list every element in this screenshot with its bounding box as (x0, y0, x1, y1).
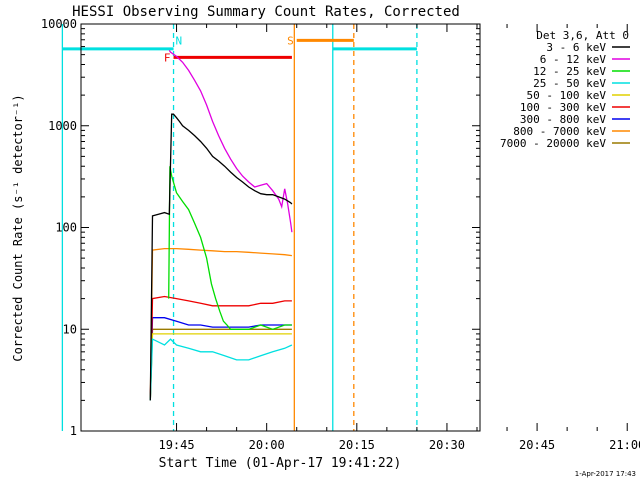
flag-label: N (176, 35, 183, 48)
series-line (149, 333, 292, 401)
legend-label: 25 - 50 keV (533, 77, 606, 90)
legend-label: 12 - 25 keV (533, 65, 606, 78)
legend-label: 50 - 100 keV (527, 89, 607, 102)
plot-frame (80, 23, 481, 432)
x-tick-label: 20:30 (429, 438, 465, 452)
series-line (149, 338, 293, 401)
legend-header: Det 3,6, Att 0 (536, 29, 629, 42)
x-tick-label: 20:45 (519, 438, 555, 452)
chart-title: HESSI Observing Summary Count Rates, Cor… (72, 4, 460, 20)
y-axis-label: Corrected Count Rate (s⁻¹ detector⁻¹) (11, 94, 25, 361)
x-tick-label: 20:15 (339, 438, 375, 452)
y-axis: 1 10 100 1000 10000 (41, 17, 480, 438)
legend-label: 800 - 7000 keV (513, 125, 606, 138)
series-line (149, 328, 292, 401)
x-tick-label: 21:00 (609, 438, 640, 452)
series-line (149, 247, 292, 401)
flag-label: S (287, 34, 294, 47)
series-line (149, 295, 292, 401)
legend-label: 300 - 800 keV (520, 113, 606, 126)
series-line (168, 50, 293, 233)
y-tick-label: 10 (63, 322, 77, 336)
y-tick-label: 10000 (41, 17, 77, 31)
x-axis-label: Start Time (01-Apr-17 19:41:22) (159, 456, 402, 471)
series-line (168, 166, 292, 330)
y-tick-label: 1 (70, 424, 77, 438)
series-line (149, 113, 293, 401)
y-tick-label: 1000 (48, 119, 77, 133)
legend-label: 3 - 6 keV (546, 41, 606, 54)
legend-label: 7000 - 20000 keV (500, 137, 606, 150)
timestamp: 1-Apr-2017 17:43 (575, 470, 636, 478)
x-tick-label: 20:00 (249, 438, 285, 452)
x-tick-label: 19:45 (158, 438, 194, 452)
legend-label: 6 - 12 keV (540, 53, 607, 66)
plot-area: NF S (61, 24, 418, 431)
series-line (149, 317, 292, 401)
legend-label: 100 - 300 keV (520, 101, 606, 114)
y-tick-label: 100 (55, 221, 77, 235)
flag-label: F (164, 51, 171, 64)
